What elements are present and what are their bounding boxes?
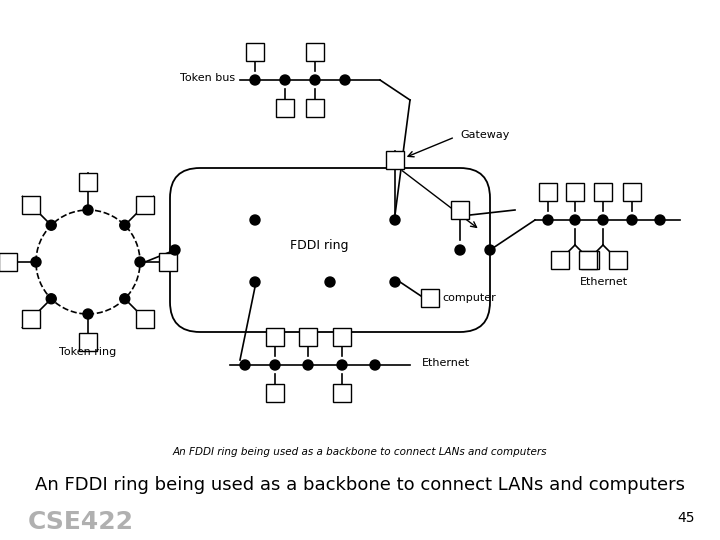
Bar — [266, 384, 284, 402]
Circle shape — [370, 360, 380, 370]
Bar — [276, 99, 294, 117]
Bar — [623, 183, 641, 201]
Circle shape — [337, 360, 347, 370]
Bar — [159, 253, 177, 271]
Circle shape — [455, 245, 465, 255]
Bar — [609, 251, 627, 269]
Circle shape — [390, 277, 400, 287]
Text: An FDDI ring being used as a backbone to connect LANs and computers: An FDDI ring being used as a backbone to… — [35, 476, 685, 494]
Text: FDDI ring: FDDI ring — [290, 239, 348, 252]
Bar — [266, 328, 284, 346]
Bar — [0, 253, 17, 271]
Circle shape — [627, 215, 637, 225]
Bar — [333, 384, 351, 402]
Circle shape — [325, 277, 335, 287]
Bar — [451, 201, 469, 219]
Circle shape — [250, 277, 260, 287]
Text: Ethernet: Ethernet — [580, 277, 628, 287]
Circle shape — [280, 75, 290, 85]
Circle shape — [31, 257, 41, 267]
Circle shape — [120, 294, 130, 304]
Circle shape — [83, 309, 93, 319]
Bar — [22, 309, 40, 328]
Bar — [79, 333, 97, 351]
Circle shape — [570, 215, 580, 225]
Text: computer: computer — [442, 293, 496, 303]
Bar — [581, 251, 599, 269]
Text: Gateway: Gateway — [460, 130, 509, 140]
Bar — [135, 197, 153, 214]
Bar — [579, 251, 597, 269]
Text: Token bus: Token bus — [180, 73, 235, 83]
Bar — [386, 151, 404, 169]
Circle shape — [240, 360, 250, 370]
Bar — [421, 289, 439, 307]
Circle shape — [340, 75, 350, 85]
Circle shape — [83, 205, 93, 215]
Bar — [306, 43, 324, 61]
Bar — [539, 183, 557, 201]
Text: Ethernet: Ethernet — [422, 358, 470, 368]
Bar — [566, 183, 584, 201]
Bar — [551, 251, 569, 269]
Circle shape — [655, 215, 665, 225]
Circle shape — [250, 75, 260, 85]
Circle shape — [250, 215, 260, 225]
Circle shape — [46, 294, 56, 304]
Circle shape — [46, 220, 56, 230]
Circle shape — [310, 75, 320, 85]
FancyBboxPatch shape — [170, 168, 490, 332]
Bar — [79, 173, 97, 191]
Circle shape — [485, 245, 495, 255]
Bar — [333, 328, 351, 346]
Circle shape — [543, 215, 553, 225]
Text: An FDDI ring being used as a backbone to connect LANs and computers: An FDDI ring being used as a backbone to… — [173, 447, 547, 457]
Bar — [306, 99, 324, 117]
Circle shape — [135, 257, 145, 267]
Circle shape — [598, 215, 608, 225]
Bar — [246, 43, 264, 61]
Bar — [22, 197, 40, 214]
Circle shape — [390, 215, 400, 225]
Bar — [135, 309, 153, 328]
Circle shape — [270, 360, 280, 370]
Circle shape — [170, 245, 180, 255]
Circle shape — [120, 220, 130, 230]
Circle shape — [303, 360, 313, 370]
Bar — [299, 328, 317, 346]
Text: Token ring: Token ring — [59, 347, 117, 357]
Ellipse shape — [36, 210, 140, 314]
Text: 45: 45 — [678, 511, 695, 525]
Bar — [594, 183, 612, 201]
Text: CSE422: CSE422 — [28, 510, 134, 534]
